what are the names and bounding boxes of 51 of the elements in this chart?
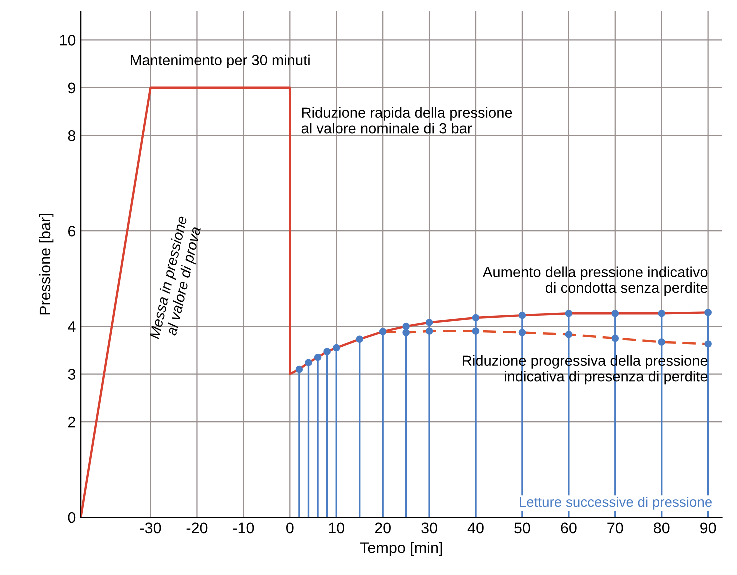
x-tick-label: 30 xyxy=(422,522,438,534)
x-tick-label: -30 xyxy=(140,522,162,534)
point xyxy=(518,312,526,320)
y-tick-label: 2 xyxy=(68,416,76,428)
annotation: Aumento della pressione indicativo di condotta senza perdite xyxy=(483,266,708,296)
text: Letture successive di pressione xyxy=(520,496,712,510)
y-axis-title: Pressione [bar] xyxy=(39,214,54,315)
point xyxy=(658,310,666,318)
x-tick-label: 10 xyxy=(329,522,345,534)
x-axis-title: Tempo [min] xyxy=(360,542,442,556)
x-tick-label: 90 xyxy=(700,522,716,534)
y-tick-label: 6 xyxy=(68,226,76,237)
point xyxy=(402,322,410,330)
point xyxy=(704,309,712,316)
point xyxy=(612,334,620,342)
x-tick-label: -20 xyxy=(186,522,208,534)
x-tick-label: 80 xyxy=(654,522,670,534)
point xyxy=(658,338,666,346)
point xyxy=(472,328,480,335)
point xyxy=(612,310,620,318)
point xyxy=(356,336,364,344)
point xyxy=(332,344,340,352)
y-tick-label: 10 xyxy=(60,35,76,46)
point xyxy=(296,366,304,374)
point xyxy=(402,329,410,336)
y-tick-label: 0 xyxy=(68,512,76,524)
point xyxy=(472,314,480,322)
x-tick-label: 50 xyxy=(514,522,530,534)
y-tick-label: 8 xyxy=(68,130,76,142)
point xyxy=(565,310,573,318)
point xyxy=(379,328,387,336)
x-tick-label: -10 xyxy=(233,522,254,534)
x-tick-label: 0 xyxy=(286,522,294,534)
x-tick-label: 40 xyxy=(468,522,484,534)
x-tick-label: 20 xyxy=(375,522,391,534)
x-tick-label: 60 xyxy=(561,522,577,534)
point xyxy=(518,329,526,336)
y-tick-label: 9 xyxy=(68,82,76,94)
x-tick-label: 70 xyxy=(608,522,624,534)
point xyxy=(305,359,312,366)
point xyxy=(565,331,573,338)
point xyxy=(704,340,712,348)
annotation: Messa in pressione al valore di prova xyxy=(148,216,204,340)
point xyxy=(324,348,331,356)
y-tick-label: 3 xyxy=(68,369,76,380)
annotation: Riduzione rapida della pressione al valore nominale di 3 bar xyxy=(302,107,512,134)
point xyxy=(426,328,434,335)
point xyxy=(426,319,434,326)
annotation: Mantenimento per 30 minuti xyxy=(131,54,310,68)
y-tick-label: 4 xyxy=(68,322,76,332)
point xyxy=(314,354,322,362)
